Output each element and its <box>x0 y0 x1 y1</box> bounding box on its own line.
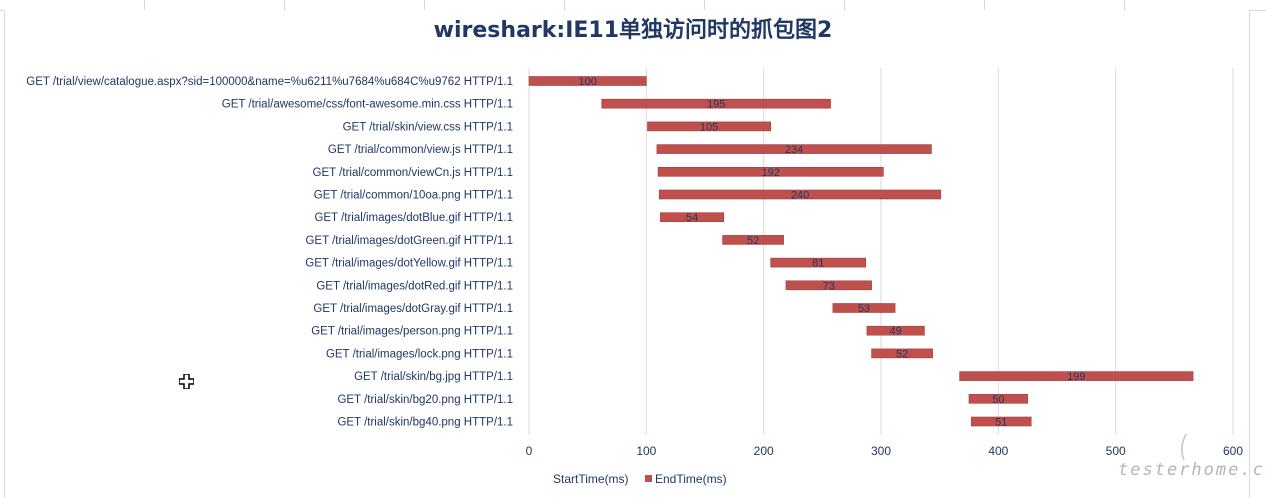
grid-column-line <box>144 0 145 10</box>
grid-column-line <box>424 0 425 10</box>
bar-data-label: 49 <box>890 326 902 338</box>
duration-bar <box>971 416 1032 427</box>
duration-bar <box>658 189 942 200</box>
x-tick-label: 600 <box>1223 444 1243 458</box>
duration-bar <box>832 303 896 313</box>
category-label: GET /trial/images/person.png HTTP/1.1 <box>311 326 513 338</box>
duration-bar <box>657 167 884 177</box>
bar-data-label: 51 <box>995 417 1007 429</box>
excel-cross-cursor-icon <box>179 374 194 389</box>
bar-data-label: 50 <box>992 394 1004 406</box>
category-label: GET /trial/skin/bg40.png HTTP/1.1 <box>337 417 513 429</box>
x-tick-label: 500 <box>1106 444 1126 458</box>
x-tick-label: 300 <box>871 444 891 458</box>
watermark-text: testerhome.com <box>1118 460 1266 480</box>
legend-entry-starttime: StartTime(ms) <box>553 472 629 486</box>
duration-bar <box>959 371 1194 381</box>
category-label: GET /trial/common/10oa.png HTTP/1.1 <box>314 190 513 202</box>
grid-column-line <box>704 0 705 10</box>
category-label: GET /trial/view/catalogue.aspx?sid=10000… <box>26 76 513 88</box>
duration-bar <box>722 235 784 245</box>
bar-data-label: 195 <box>707 99 725 111</box>
x-tick-label: 100 <box>636 444 656 458</box>
x-tick-label: 0 <box>526 444 533 458</box>
grid-column-line <box>284 0 285 10</box>
bar-data-label: 73 <box>823 280 835 292</box>
grid-column-line <box>564 0 565 10</box>
category-label: GET /trial/skin/bg.jpg HTTP/1.1 <box>354 371 513 383</box>
category-label: GET /trial/skin/bg20.png HTTP/1.1 <box>337 394 513 406</box>
category-label: GET /trial/awesome/css/font-awesome.min.… <box>222 99 513 111</box>
x-tick-label: 400 <box>988 444 1008 458</box>
bar-data-label: 234 <box>785 144 803 156</box>
category-label: GET /trial/images/dotGray.gif HTTP/1.1 <box>313 303 513 315</box>
duration-bar <box>968 393 1028 404</box>
grid-column-line <box>844 0 845 10</box>
chart-area[interactable] <box>4 10 1250 498</box>
category-label: GET /trial/images/lock.png HTTP/1.1 <box>326 348 513 360</box>
bar-data-label: 240 <box>791 190 809 202</box>
duration-bar <box>601 98 831 109</box>
category-label: GET /trial/images/dotRed.gif HTTP/1.1 <box>316 280 513 292</box>
bar-data-label: 100 <box>578 76 596 88</box>
watermark-pen-icon <box>1181 433 1187 461</box>
x-tick-label: 200 <box>754 444 774 458</box>
category-label: GET /trial/images/dotBlue.gif HTTP/1.1 <box>314 212 513 224</box>
legend-swatch-endtime <box>645 475 652 482</box>
category-label: GET /trial/skin/view.css HTTP/1.1 <box>343 121 513 133</box>
category-label: GET /trial/images/dotGreen.gif HTTP/1.1 <box>305 235 513 247</box>
bar-data-label: 53 <box>858 303 870 315</box>
grid-column-line <box>1124 0 1125 10</box>
bar-data-label: 199 <box>1067 371 1085 383</box>
category-label: GET /trial/common/view.js HTTP/1.1 <box>328 144 513 156</box>
legend-entry-endtime: EndTime(ms) <box>655 472 727 486</box>
bar-data-label: 105 <box>700 121 718 133</box>
duration-bar <box>866 325 925 336</box>
category-label: GET /trial/common/viewCn.js HTTP/1.1 <box>313 167 513 179</box>
bar-data-label: 192 <box>762 167 780 179</box>
bar-data-label: 54 <box>686 212 698 224</box>
bar-data-label: 52 <box>747 235 759 247</box>
duration-bar <box>647 121 772 132</box>
grid-column-line <box>984 0 985 10</box>
bar-data-label: 52 <box>896 348 908 360</box>
duration-bar <box>656 144 932 154</box>
duration-bar <box>785 280 872 291</box>
category-label: GET /trial/images/dotYellow.gif HTTP/1.1 <box>305 258 513 270</box>
duration-bar <box>871 348 933 359</box>
duration-bar <box>770 257 867 268</box>
chart-title: wireshark:IE11单独访问时的抓包图2 <box>433 18 833 43</box>
duration-bar <box>528 76 647 86</box>
bar-data-label: 81 <box>812 258 824 270</box>
duration-bar <box>660 212 725 222</box>
